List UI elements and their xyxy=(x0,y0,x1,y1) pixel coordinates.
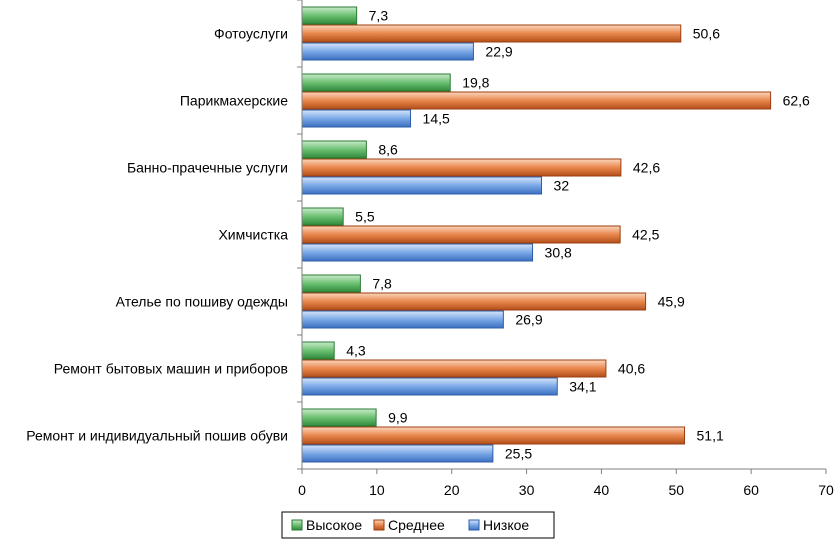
category-label: Фотоуслуги xyxy=(214,26,288,42)
bar-Низкое-3 xyxy=(301,176,543,195)
bar-Низкое-7 xyxy=(301,444,494,463)
bar-Среднее-5 xyxy=(301,292,647,311)
bar-Низкое-4 xyxy=(301,243,534,262)
data-label: 4,3 xyxy=(346,343,366,359)
legend-label: Среднее xyxy=(388,517,445,533)
legend-swatch-2 xyxy=(373,519,385,531)
bar-Среднее-4 xyxy=(301,225,621,244)
data-label: 9,9 xyxy=(388,410,408,426)
data-label: 25,5 xyxy=(505,446,532,462)
data-label: 62,6 xyxy=(783,93,810,109)
data-label: 45,9 xyxy=(658,294,685,310)
legend-box xyxy=(281,511,555,539)
data-label: 32 xyxy=(554,178,570,194)
data-label: 40,6 xyxy=(618,361,645,377)
bar-Высокое-3 xyxy=(301,140,367,159)
x-tick-label: 30 xyxy=(519,482,535,498)
data-label: 7,3 xyxy=(369,8,389,24)
bar-Низкое-6 xyxy=(301,377,558,396)
legend-swatch-1 xyxy=(291,519,303,531)
bar-Низкое-5 xyxy=(301,310,504,329)
data-label: 7,8 xyxy=(372,276,392,292)
bar-Среднее-1 xyxy=(301,24,682,43)
data-label: 8,6 xyxy=(378,142,398,158)
data-label: 42,6 xyxy=(633,160,660,176)
x-tick-label: 10 xyxy=(369,482,385,498)
x-tick-label: 70 xyxy=(818,482,834,498)
category-label: Банно-прачечные услуги xyxy=(127,160,288,176)
legend-label: Высокое xyxy=(306,517,362,533)
data-label: 14,5 xyxy=(423,111,450,127)
category-label: Ателье по пошиву одежды xyxy=(116,294,288,310)
x-tick-label: 20 xyxy=(444,482,460,498)
data-label: 51,1 xyxy=(697,428,724,444)
data-label: 22,9 xyxy=(485,44,512,60)
bar-Низкое-1 xyxy=(301,42,474,61)
bar-Среднее-6 xyxy=(301,359,607,378)
data-label: 34,1 xyxy=(569,379,596,395)
bar-Высокое-2 xyxy=(301,73,451,92)
data-label: 19,8 xyxy=(462,75,489,91)
x-tick-label: 0 xyxy=(298,482,306,498)
bar-Низкое-2 xyxy=(301,109,412,128)
bar-Высокое-4 xyxy=(301,207,344,226)
bar-Высокое-6 xyxy=(301,341,335,360)
legend-swatch-3 xyxy=(468,519,480,531)
category-label: Ремонт и индивидуальный пошив обуви xyxy=(26,428,288,444)
category-label: Химчистка xyxy=(218,227,288,243)
bar-Среднее-3 xyxy=(301,158,622,177)
bar-Среднее-7 xyxy=(301,426,686,445)
bar-Высокое-7 xyxy=(301,408,377,427)
bar-Среднее-2 xyxy=(301,91,772,110)
bar-Высокое-5 xyxy=(301,274,361,293)
category-label: Парикмахерские xyxy=(180,93,288,109)
bar-Высокое-1 xyxy=(301,6,358,25)
category-label: Ремонт бытовых машин и приборов xyxy=(54,361,288,377)
data-label: 30,8 xyxy=(545,245,572,261)
x-tick-label: 60 xyxy=(743,482,759,498)
data-label: 50,6 xyxy=(693,26,720,42)
data-label: 5,5 xyxy=(355,209,375,225)
data-label: 26,9 xyxy=(515,312,542,328)
x-tick-label: 50 xyxy=(668,482,684,498)
data-label: 42,5 xyxy=(632,227,659,243)
legend-label: Низкое xyxy=(483,517,529,533)
x-tick-label: 40 xyxy=(594,482,610,498)
legend: Высокое Среднее Низкое xyxy=(281,511,555,539)
